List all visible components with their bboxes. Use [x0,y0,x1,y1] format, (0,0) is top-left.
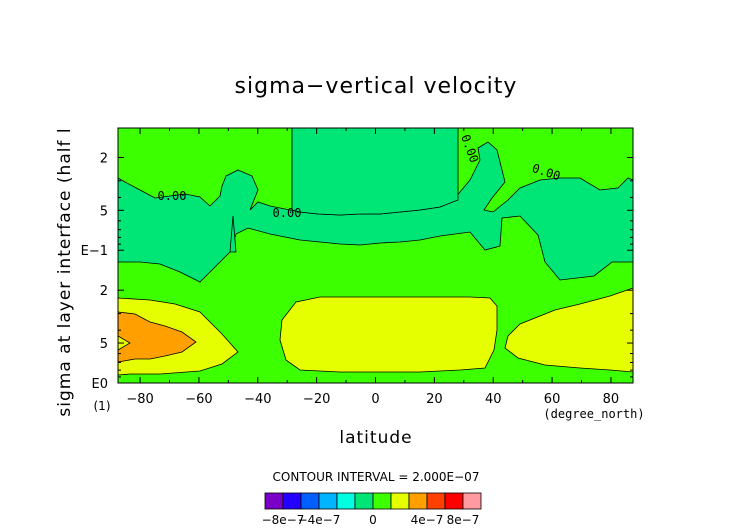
x-tick-label: 80 [603,392,620,407]
contour-fill-yellow-right [504,287,634,373]
x-tick-label: −40 [244,392,271,407]
colorbar-swatch [264,492,284,510]
contour-label: 0.00 [273,206,302,220]
colorbar-swatch [300,492,320,510]
colorbar-swatch [336,492,356,510]
colorbar-swatch [444,492,464,510]
colorbar-label: −4e−7 [298,513,341,527]
x-axis: −80 −60 −40 −20 0 20 40 60 80 [126,128,619,407]
colorbar-label: −8e−7 [262,513,305,527]
y-tick-label: E−1 [81,244,108,259]
colorbar-label: 4e−7 [411,513,444,527]
colorbar-swatch [426,492,446,510]
y-tick-label: E0 [92,377,109,392]
x-tick-label: −80 [126,392,153,407]
colorbar-swatch [390,492,410,510]
colorbar-swatch [354,492,374,510]
colorbar-swatch [408,492,428,510]
colorbar-label: 8e−7 [447,513,480,527]
x-tick-label: 0 [371,392,379,407]
contour-fill-orange [117,311,197,363]
x-tick-label: −60 [185,392,212,407]
chart-title: sigma−vertical velocity [235,74,518,99]
y-tick-label: 2 [100,284,108,299]
colorbar-label: 0 [369,513,377,527]
contour-fill-negative-spike [229,215,237,253]
contour-label: 0.00 [158,189,187,203]
y-tick-label: 5 [100,204,108,219]
colorbar-swatch [282,492,302,510]
y-axis: 2 5 E−1 2 5 E0 [81,151,633,392]
y-tick-label: 5 [100,337,108,352]
x-tick-label: 40 [485,392,502,407]
x-tick-label: −20 [303,392,330,407]
y-tick-label: 2 [100,151,108,166]
contour-fill-yellow-center [279,296,498,373]
plot-area: 0.00 0.00 0.00 0.00 [117,127,634,384]
colorbar-swatch [462,492,482,510]
contour-fill-negative-top [291,127,459,216]
x-tick-label: 20 [426,392,443,407]
colorbar [264,492,482,510]
x-unit-label: (degree_north) [543,407,644,421]
colorbar-swatch [372,492,392,510]
colorbar-swatch [318,492,338,510]
y-axis-label: sigma at layer interface (half l [55,127,75,416]
x-axis-label: latitude [339,428,412,448]
y-unit-marker: (1) [94,399,111,413]
colorbar-labels: −8e−7−4e−7 0 4e−7 8e−7 [262,513,480,527]
contour-fill-negative-upper [117,141,634,283]
contour-interval-text: CONTOUR INTERVAL = 2.000E−07 [273,470,480,484]
x-tick-label: 60 [544,392,561,407]
